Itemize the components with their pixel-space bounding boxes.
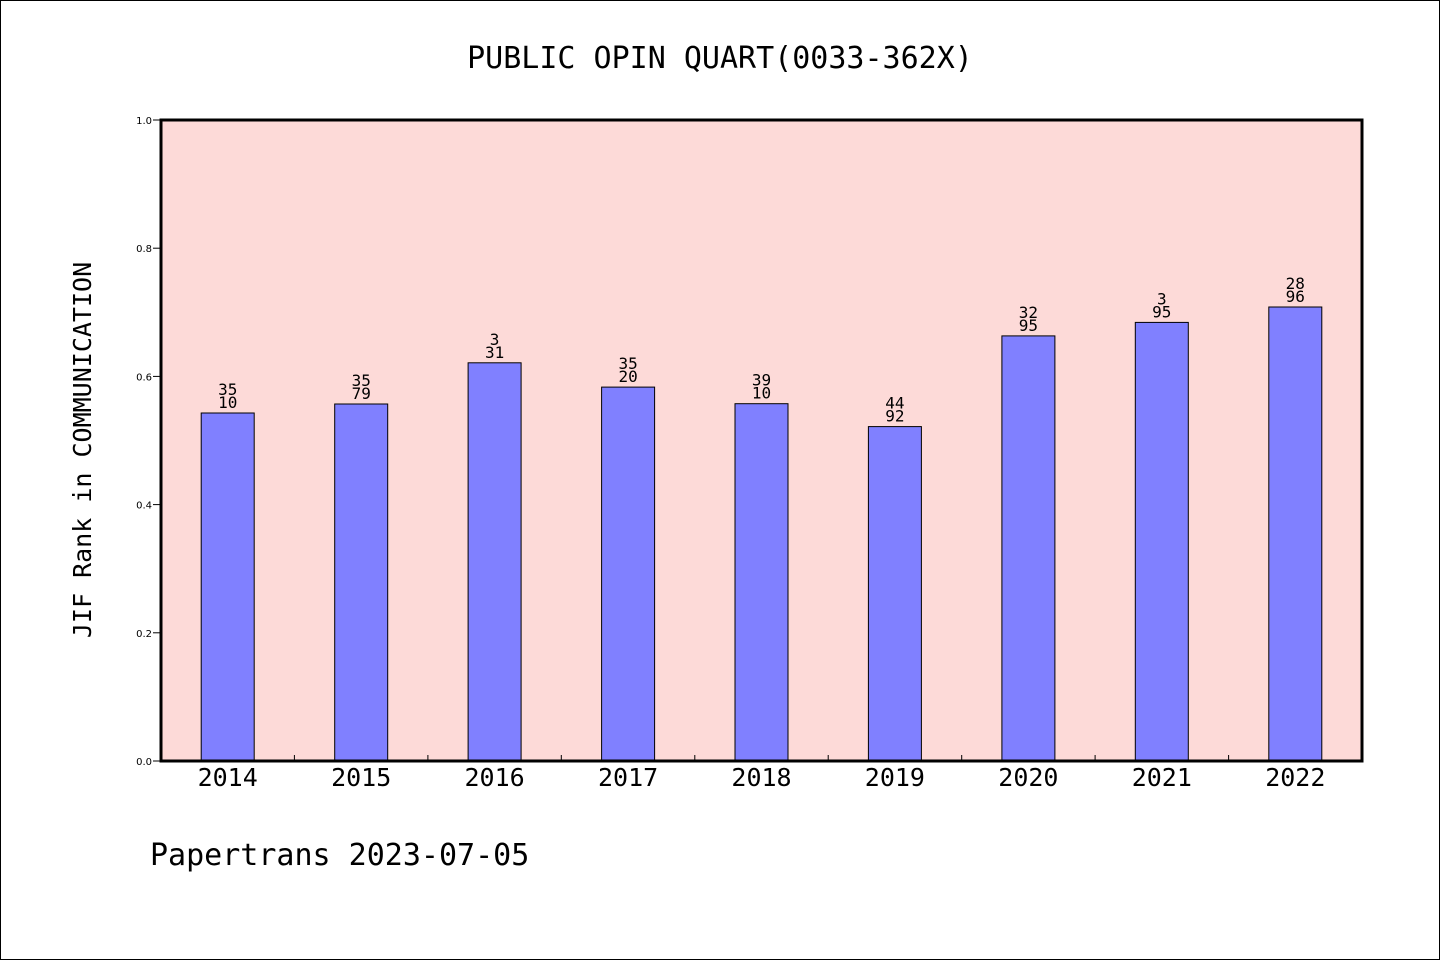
- x-tick-label-2018: 2018: [731, 763, 791, 792]
- bar-label-2018-line1: 39: [752, 371, 771, 390]
- bar-label-2019-line2: 92: [885, 407, 904, 426]
- bar-label-2017-line2: 20: [618, 367, 637, 386]
- x-tick-label-2021: 2021: [1132, 763, 1192, 792]
- bar-2016: [467, 362, 522, 762]
- y-axis: 0.0 0.2 0.4 0.6 0.8 1.0: [136, 116, 161, 768]
- y-tick-label: 1.0: [136, 116, 152, 127]
- y-tick-label: 0.6: [136, 372, 152, 383]
- bar-label-2017-line1: 35: [618, 354, 637, 373]
- bar-2017: [601, 386, 656, 762]
- bar-label-2021-line1: 3: [1157, 289, 1167, 308]
- bar-label-2014-line2: 10: [218, 393, 237, 412]
- bar-label-2020-line2: 95: [1019, 316, 1038, 335]
- x-tick-label-2022: 2022: [1265, 763, 1325, 792]
- bar-label-2015-line1: 35: [352, 371, 371, 390]
- plot-border: [159, 118, 1364, 763]
- footer-credit: Papertrans 2023-07-05: [150, 838, 529, 873]
- bar-2015: [334, 403, 389, 762]
- bar-label-2022-line2: 96: [1286, 287, 1305, 306]
- y-axis-label: JIF Rank in COMMUNICATION: [68, 262, 97, 638]
- bar-2021: [1134, 321, 1189, 762]
- x-tick-label-2020: 2020: [998, 763, 1058, 792]
- x-axis: 2014 2015 2016 2017 2018 2019 2020 2021 2022: [198, 755, 1325, 792]
- bar-label-2020-line1: 32: [1019, 303, 1038, 322]
- chart-title: PUBLIC OPIN QUART(0033-362X): [467, 41, 973, 76]
- bar-2019: [867, 426, 922, 762]
- bar-label-2014-line1: 35: [218, 380, 237, 399]
- bar-label-2016-line2: 31: [485, 343, 504, 362]
- y-tick-label: 0.2: [136, 629, 152, 640]
- x-tick-label-2016: 2016: [464, 763, 524, 792]
- x-tick-label-2019: 2019: [865, 763, 925, 792]
- y-tick-label: 0.8: [136, 244, 152, 255]
- bar-label-2021-line2: 95: [1152, 302, 1171, 321]
- bar-label-2022-line1: 28: [1286, 274, 1305, 293]
- bar-2022: [1268, 306, 1323, 762]
- bar-label-2019-line1: 44: [885, 394, 904, 413]
- bar-label-2016-line1: 3: [490, 330, 500, 349]
- y-tick-label: 0.0: [136, 757, 152, 768]
- x-tick-label-2014: 2014: [198, 763, 258, 792]
- bar-2018: [734, 403, 789, 762]
- y-tick-label: 0.4: [136, 501, 152, 512]
- bars-layer: [200, 306, 1323, 762]
- x-tick-label-2015: 2015: [331, 763, 391, 792]
- x-tick-label-2017: 2017: [598, 763, 658, 792]
- bar-label-2018-line2: 10: [752, 384, 771, 403]
- bar-2020: [1001, 335, 1056, 762]
- bar-label-2015-line2: 79: [352, 384, 371, 403]
- bar-2014: [200, 412, 255, 762]
